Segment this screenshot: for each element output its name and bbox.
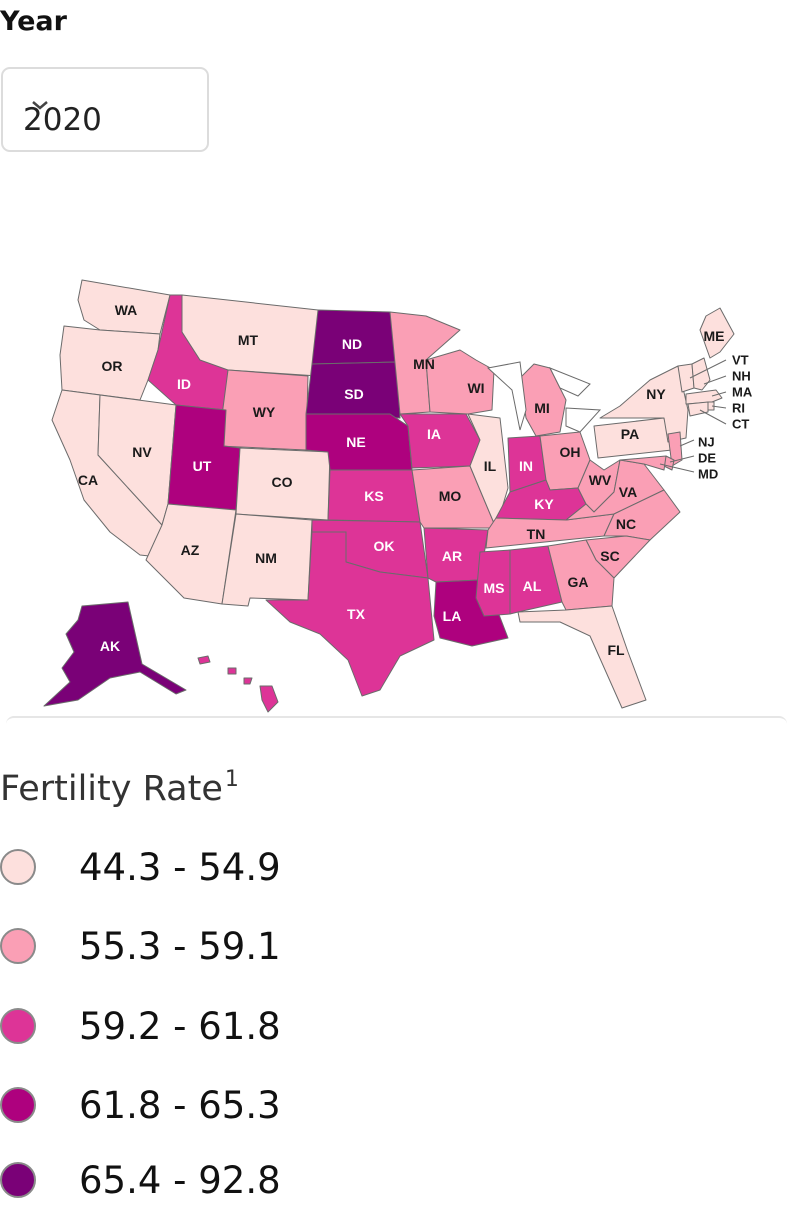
state-label-hi: HI [243, 692, 257, 708]
state-label-id: ID [177, 376, 191, 392]
legend-item: 65.4 - 92.8 [0, 1158, 400, 1208]
legend-swatch [0, 1087, 36, 1123]
state-label-va: VA [619, 484, 637, 500]
state-label-ks: KS [364, 488, 383, 504]
state-label-nj: NJ [698, 435, 715, 450]
state-label-ct: CT [732, 417, 749, 432]
state-label-nc: NC [616, 516, 636, 532]
state-wi[interactable] [425, 349, 495, 415]
chevron-down-icon [32, 101, 48, 110]
state-label-wi: WI [467, 380, 484, 396]
us-map-svg: WA OR CA NV ID MT WY UT AZ CO NM ND SD NE KS OK TX MN IA MO… [43, 279, 753, 713]
state-label-ne: NE [346, 434, 365, 450]
state-label-ma: MA [732, 385, 753, 400]
state-label-wy: WY [253, 404, 276, 420]
legend-label: 55.3 - 59.1 [79, 925, 281, 968]
state-label-ri: RI [732, 401, 745, 416]
state-label-ut: UT [193, 458, 212, 474]
state-il[interactable] [467, 413, 509, 529]
state-label-de: DE [698, 451, 716, 466]
state-label-wa: WA [115, 302, 138, 318]
legend-label: 65.4 - 92.8 [79, 1159, 281, 1202]
state-label-mn: MN [413, 356, 435, 372]
state-ms[interactable] [475, 549, 511, 617]
state-label-al: AL [523, 578, 542, 594]
state-label-ny: NY [646, 386, 666, 402]
state-label-la: LA [443, 608, 462, 624]
year-select[interactable]: 2020 [1, 67, 209, 152]
state-label-mi: MI [534, 400, 550, 416]
legend-item: 44.3 - 54.9 [0, 845, 400, 895]
legend-label: 61.8 - 65.3 [79, 1084, 281, 1127]
state-label-vt: VT [732, 353, 749, 368]
state-label-me: ME [704, 328, 725, 344]
state-label-nm: NM [255, 550, 277, 566]
state-hi[interactable] [197, 655, 279, 713]
year-filter-label: Year [0, 6, 67, 37]
legend-item: 55.3 - 59.1 [0, 924, 400, 974]
legend-label: 59.2 - 61.8 [79, 1005, 281, 1048]
state-me[interactable] [699, 307, 735, 359]
state-label-in: IN [519, 458, 533, 474]
leader-lines [659, 359, 727, 473]
state-label-fl: FL [607, 642, 625, 658]
state-nh[interactable] [691, 357, 711, 391]
legend-swatch [0, 849, 36, 885]
state-label-ia: IA [427, 426, 441, 442]
state-nj[interactable] [667, 431, 683, 467]
state-ct[interactable] [687, 401, 709, 417]
state-label-ak: AK [100, 638, 120, 654]
legend-title: Fertility Rate1 [0, 767, 239, 809]
state-label-nd: ND [342, 336, 362, 352]
legend-swatch [0, 1008, 36, 1044]
state-ny[interactable] [599, 365, 689, 443]
state-label-az: AZ [181, 542, 200, 558]
state-label-sc: SC [600, 548, 619, 564]
state-label-ms: MS [484, 580, 505, 596]
legend-footnote: 1 [224, 767, 239, 792]
legend-title-text: Fertility Rate [0, 769, 223, 809]
state-label-sd: SD [344, 386, 363, 402]
state-label-tn: TN [527, 526, 546, 542]
state-label-wv: WV [589, 472, 612, 488]
us-choropleth-map: WA OR CA NV ID MT WY UT AZ CO NM ND SD NE KS OK TX MN IA MO… [0, 260, 793, 720]
state-label-tx: TX [347, 606, 366, 622]
state-label-mo: MO [439, 488, 462, 504]
legend-label: 44.3 - 54.9 [79, 846, 281, 889]
state-label-ok: OK [374, 538, 395, 554]
state-ga[interactable] [547, 539, 615, 611]
state-label-ga: GA [568, 574, 589, 590]
state-label-co: CO [272, 474, 293, 490]
state-al[interactable] [509, 545, 563, 615]
state-md[interactable] [619, 455, 667, 471]
legend-item: 61.8 - 65.3 [0, 1083, 400, 1133]
legend-swatch [0, 928, 36, 964]
state-ak[interactable] [43, 601, 187, 707]
state-label-ar: AR [442, 548, 462, 564]
state-mi[interactable] [519, 363, 567, 437]
state-ma[interactable] [685, 389, 723, 405]
state-label-pa: PA [621, 426, 639, 442]
state-label-ky: KY [534, 496, 554, 512]
map-panel-edge [6, 716, 787, 726]
state-label-md: MD [698, 467, 718, 482]
legend-item: 59.2 - 61.8 [0, 1004, 400, 1054]
state-label-ca: CA [78, 472, 98, 488]
state-label-oh: OH [560, 444, 581, 460]
state-label-or: OR [102, 358, 123, 374]
state-label-il: IL [484, 458, 497, 474]
state-sd[interactable] [305, 361, 401, 419]
great-lakes [486, 361, 602, 433]
legend-swatch [0, 1162, 36, 1198]
state-tx[interactable] [265, 531, 435, 697]
state-label-mt: MT [238, 332, 259, 348]
state-fl[interactable] [517, 605, 647, 709]
state-label-nv: NV [132, 444, 152, 460]
year-select-value: 2020 [23, 102, 102, 138]
state-label-nh: NH [732, 369, 751, 384]
